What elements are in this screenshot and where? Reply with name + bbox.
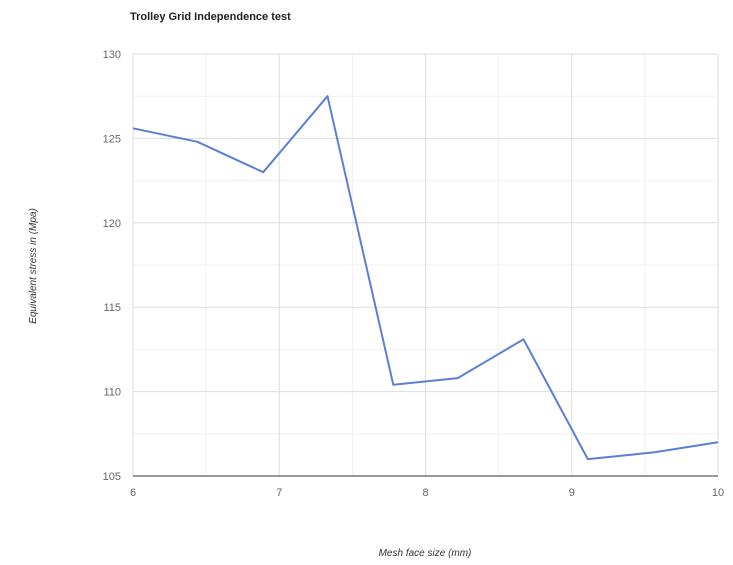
x-axis-title: Mesh face size (mm) [379, 548, 472, 559]
x-tick-label: 7 [276, 487, 282, 499]
tick-labels: 6 7 8 9 10 105 110 115 120 125 130 [103, 49, 724, 499]
grid [132, 53, 719, 477]
chart-title: Trolley Grid Independence test [130, 11, 291, 23]
y-tick-label: 120 [103, 218, 121, 230]
x-tick-label: 10 [712, 487, 724, 499]
series-layer [132, 95, 719, 461]
y-axis-title: Equivalent stress in (Mpa) [28, 208, 39, 324]
y-tick-label: 105 [103, 471, 121, 483]
x-tick-label: 6 [130, 487, 136, 499]
series-line-0 [132, 95, 719, 461]
y-tick-label: 130 [103, 49, 121, 61]
y-tick-label: 110 [103, 387, 121, 399]
y-tick-label: 125 [103, 133, 121, 145]
x-tick-label: 9 [569, 487, 575, 499]
x-tick-label: 8 [422, 487, 428, 499]
y-tick-label: 115 [103, 302, 121, 314]
